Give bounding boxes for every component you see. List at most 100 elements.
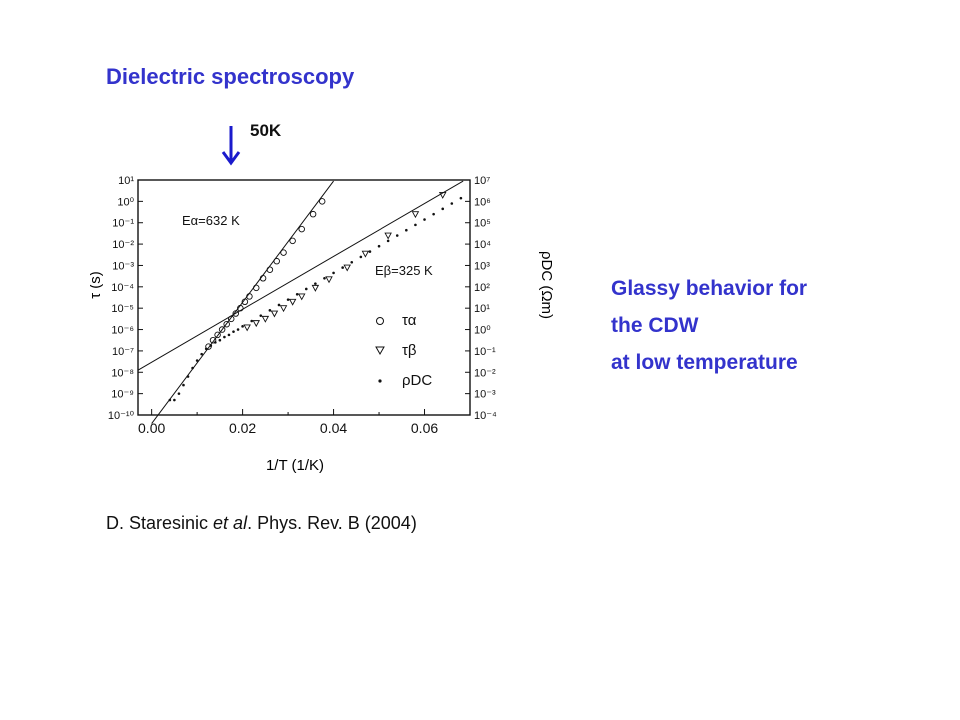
y-tick-label-right: 10⁵ [474,218,491,230]
rho-dc-point [332,271,335,275]
tau-beta-point [438,192,447,199]
rho-dc-point [168,398,172,402]
x-ticks: 0.00 0.02 0.04 0.06 [138,409,438,436]
rho-dc-point [236,328,240,331]
tau-beta-point [384,232,392,240]
y-tick-label-left: 10⁻⁸ [111,367,134,379]
tau-alpha-point [280,249,287,256]
y-tick-label-left: 10⁻⁶ [111,325,134,337]
x-tick-label: 0.06 [411,420,438,436]
tau-beta-point [288,298,297,306]
legend-label: τα [402,312,417,329]
legend-marker-rho-dc [378,379,382,383]
legend-marker-tau-beta [375,346,385,356]
y-tick-label-left: 10⁻¹⁰ [108,410,135,422]
chart-frame [137,179,471,416]
rho-dc-point [377,244,381,248]
tau-alpha-point [241,298,249,306]
tau-alpha-point [318,198,326,205]
rho-dc-point [277,303,281,307]
rho-dc-point [395,234,399,237]
tau-beta-point [243,324,251,332]
rho-dc-point [295,292,299,296]
y-tick-label-left: 10¹ [118,175,134,187]
side-note-line-2: the CDW [611,314,699,337]
tau-alpha-point [259,275,267,282]
rho-dc-point [186,375,190,378]
y-tick-label-right: 10⁻² [474,367,496,379]
plot-frame [137,179,471,416]
y-tick-label-right: 10⁻⁴ [474,410,497,422]
rho-dc-point [432,212,435,216]
annotation-e-beta: Eβ=325 K [375,263,433,278]
arrow-down-icon [221,126,241,166]
rho-dc-point [182,383,185,387]
y-tick-label-right: 10⁻³ [474,389,496,401]
rho-dc-point [218,338,222,342]
tau-beta-point [325,276,333,284]
tau-beta-point [261,315,270,323]
rho-dc-point [227,333,231,337]
rho-dc-point [304,287,308,291]
rho-dc-point [323,276,326,280]
y-tick-label-right: 10² [474,282,490,294]
rho-dc-point [414,223,417,227]
tau-beta-point [411,211,420,219]
y-tick-label-left: 10⁻⁵ [111,303,134,315]
citation-prefix: D. Staresinic [106,513,214,533]
tau-beta-point [252,320,261,328]
tau-alpha-point [289,237,296,245]
side-note-line-1: Glassy behavior for [611,277,808,300]
y-tick-label-left: 10⁻³ [112,260,134,272]
rho-dc-point [214,341,217,344]
rho-dc-point [250,319,253,323]
side-note: Glassy behavior for the CDW at low tempe… [611,270,807,381]
side-note-line-3: at low temperature [611,351,798,374]
tau-beta-point [343,264,351,272]
legend-marker-tau-alpha [376,317,384,325]
dielectric-chart: 10¹ 10⁰ 10⁻¹ 10⁻² 10⁻³ 10⁻⁴ 10⁻⁵ 10⁻⁶ 10⁻⁷ 10⁻⁸ 10… [90,175,555,474]
rho-dc-point [314,282,317,285]
rho-dc-point [386,239,390,243]
chart-annotations: Eα=632 K Eβ=325 K [182,213,433,278]
tau-alpha-point [223,320,230,328]
temperature-marker-label: 50K [250,121,282,140]
rho-dc-point [368,250,372,253]
rho-dc-point [459,196,463,200]
rho-dc-point [177,392,181,395]
tau-alpha-point [246,293,253,300]
rho-dc-point [341,266,344,269]
y-tick-label-left: 10⁻⁴ [111,282,134,294]
legend-label: τβ [402,342,417,359]
rho-dc-point [405,228,408,232]
x-axis-label: 1/T (1/K) [266,457,324,474]
y-tick-label-left: 10⁻¹ [112,218,134,230]
y-axis-label-left: τ (s) [90,271,104,299]
y-tick-label-right: 10⁶ [474,196,491,208]
tau-beta-point [311,284,320,292]
y-tick-label-right: 10³ [474,260,490,272]
x-tick-label: 0.02 [229,420,256,436]
citation-suffix: . Phys. Rev. B (2004) [247,513,417,533]
citation-italic: et al [213,513,248,533]
tau-alpha-point [252,284,260,292]
tau-alpha-point [209,336,217,344]
y-tick-label-left: 10⁻⁹ [111,389,134,401]
tau-alpha-point [232,310,240,317]
tau-alpha-point [273,257,280,265]
tau-alpha-point [227,315,235,323]
x-tick-label: 0.00 [138,420,165,436]
y-tick-label-left: 10⁻² [112,239,134,251]
y-tick-label-right: 10⁴ [474,239,491,251]
y-axis-label-right: ρDC (Ωm) [538,251,555,319]
rho-dc-point [350,260,354,264]
rho-dc-point [423,218,426,221]
tau-alpha-point [309,210,317,218]
y-ticks-right: 10⁷ 10⁶ 10⁵ 10⁴ 10³ 10² 10¹ 10⁰ 10⁻¹ 10⁻² 10⁻³ 10⁻⁴ [465,175,497,422]
legend-label: ρDC [402,372,432,389]
series-points [168,192,463,402]
annotation-e-alpha: Eα=632 K [182,213,240,228]
y-tick-label-left: 10⁻⁷ [112,346,134,358]
tau-beta-point [361,250,370,258]
tau-alpha-point [298,225,305,233]
